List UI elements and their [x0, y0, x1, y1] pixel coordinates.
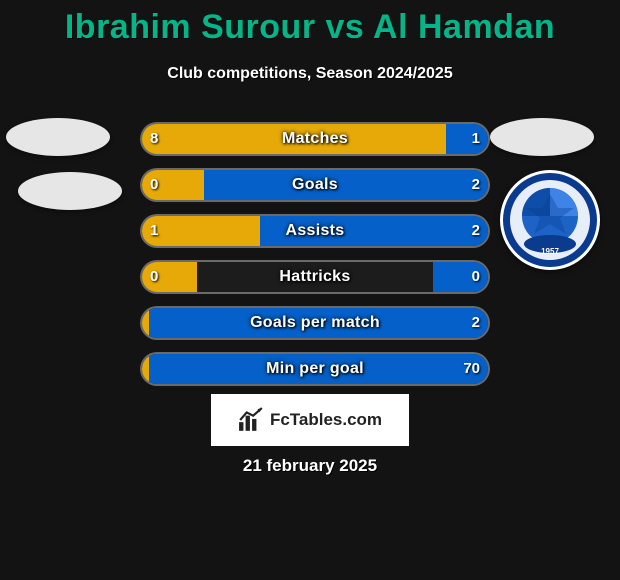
page-title: Ibrahim Surour vs Al Hamdan [0, 0, 620, 47]
stat-label: Goals per match [142, 308, 488, 338]
title-player-left: Ibrahim Surour [65, 8, 316, 46]
stat-value-left: 1 [150, 216, 158, 246]
stat-value-right: 2 [472, 170, 480, 200]
stat-value-left: 0 [150, 170, 158, 200]
title-vs: vs [326, 8, 365, 46]
stat-row: Min per goal70 [0, 348, 620, 394]
stats-chart: Matches81Goals02Assists12Hattricks00Goal… [0, 118, 620, 394]
stat-row: Assists1 2 [0, 210, 620, 256]
stat-bar-track: Goals0 2 [140, 168, 490, 202]
stat-value-left: 0 [150, 262, 158, 292]
stat-value-left: 8 [150, 124, 158, 154]
stat-row: Goals per match2 [0, 302, 620, 348]
stat-bar-track: Goals per match2 [140, 306, 490, 340]
stat-value-right: 70 [463, 354, 480, 384]
stat-value-right: 2 [472, 216, 480, 246]
stat-label: Goals [142, 170, 488, 200]
subtitle: Club competitions, Season 2024/2025 [0, 65, 620, 83]
stat-value-right: 0 [472, 262, 480, 292]
stat-value-right: 2 [472, 308, 480, 338]
stat-bar-track: Min per goal70 [140, 352, 490, 386]
fctables-logo-icon [238, 407, 264, 433]
fctables-attribution[interactable]: FcTables.com [211, 394, 409, 446]
stat-label: Assists [142, 216, 488, 246]
stat-value-right: 1 [472, 124, 480, 154]
date: 21 february 2025 [0, 456, 620, 476]
stat-row: Hattricks0 0 [0, 256, 620, 302]
title-player-right: Al Hamdan [373, 8, 555, 46]
stat-label: Hattricks [142, 262, 488, 292]
stat-row: Goals0 2 [0, 164, 620, 210]
stat-row: Matches8 1 [0, 118, 620, 164]
stat-label: Min per goal [142, 354, 488, 384]
stat-bar-track: Hattricks0 0 [140, 260, 490, 294]
stat-bar-track: Assists1 2 [140, 214, 490, 248]
stat-bar-track: Matches8 1 [140, 122, 490, 156]
stat-label: Matches [142, 124, 488, 154]
fctables-label: FcTables.com [270, 410, 382, 430]
